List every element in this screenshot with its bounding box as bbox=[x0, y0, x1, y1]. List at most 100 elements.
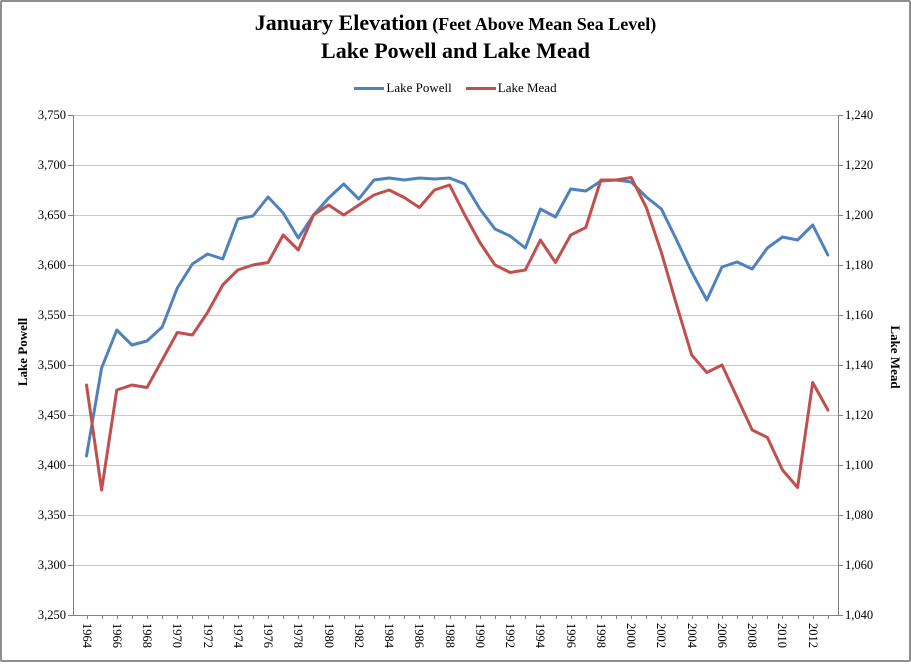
right-axis-tick bbox=[838, 465, 843, 466]
x-axis-tick bbox=[555, 615, 557, 619]
right-axis-tick-label: 1,140 bbox=[845, 358, 874, 372]
legend-item-lake-powell: Lake Powell bbox=[354, 80, 452, 96]
x-axis-tick bbox=[86, 615, 88, 619]
x-axis-tick bbox=[495, 615, 496, 619]
legend-item-lake-mead: Lake Mead bbox=[465, 80, 557, 96]
left-axis-tick bbox=[68, 315, 73, 316]
left-axis-tick-label: 3,250 bbox=[37, 608, 66, 622]
x-axis-tick bbox=[525, 615, 527, 619]
x-axis-tick bbox=[373, 615, 375, 619]
x-axis-tick bbox=[419, 615, 421, 619]
right-axis-tick bbox=[838, 615, 843, 616]
x-axis-tick bbox=[706, 615, 708, 619]
x-axis-tick bbox=[207, 615, 209, 619]
x-axis-tick bbox=[222, 615, 224, 619]
x-axis-tick bbox=[631, 615, 633, 619]
x-axis-tick bbox=[162, 615, 164, 619]
right-axis-tick-label: 1,200 bbox=[845, 208, 874, 222]
x-axis-line bbox=[73, 615, 839, 616]
left-axis-tick bbox=[68, 615, 73, 616]
right-axis-tick bbox=[838, 115, 843, 116]
x-axis-tick bbox=[252, 615, 254, 619]
x-axis-tick bbox=[298, 615, 300, 619]
x-axis-tick bbox=[721, 615, 723, 619]
x-axis-tick bbox=[283, 615, 285, 619]
left-axis-tick bbox=[68, 215, 73, 216]
x-axis-tick bbox=[510, 615, 512, 619]
gridline bbox=[73, 465, 839, 466]
right-axis-tick bbox=[838, 165, 843, 166]
right-axis-tick bbox=[838, 565, 843, 566]
gridline bbox=[73, 365, 839, 366]
x-axis-tick bbox=[192, 615, 194, 619]
left-axis-tick bbox=[68, 165, 73, 166]
gridline bbox=[73, 315, 839, 316]
x-axis-tick bbox=[268, 615, 270, 619]
gridline bbox=[73, 215, 839, 216]
left-axis-tick bbox=[68, 465, 73, 466]
x-axis-tick bbox=[343, 615, 345, 619]
legend: Lake Powell Lake Mead bbox=[2, 80, 909, 96]
x-axis-tick bbox=[752, 615, 754, 619]
x-axis-tick bbox=[570, 615, 572, 619]
x-axis-tick bbox=[585, 615, 587, 619]
chart-title-block: January Elevation (Feet Above Mean Sea L… bbox=[2, 10, 909, 64]
x-axis-tick bbox=[767, 615, 769, 619]
chart-title-line1: January Elevation (Feet Above Mean Sea L… bbox=[2, 10, 909, 36]
left-axis-tick-label: 3,500 bbox=[37, 358, 66, 372]
legend-label: Lake Mead bbox=[497, 80, 557, 95]
lake-powell-line-swatch bbox=[354, 86, 385, 90]
right-axis-tick bbox=[838, 365, 843, 366]
left-axis-tick-label: 3,350 bbox=[37, 508, 66, 522]
gridline bbox=[73, 115, 839, 116]
right-axis-tick-label: 1,220 bbox=[845, 158, 874, 172]
lake-powell-series-line bbox=[85, 176, 830, 458]
x-axis-tick bbox=[404, 615, 406, 619]
gridline bbox=[73, 515, 839, 516]
right-axis-line bbox=[838, 115, 839, 616]
right-axis-tick-label: 1,100 bbox=[845, 458, 874, 472]
x-axis-tick bbox=[131, 615, 133, 619]
left-axis-tick bbox=[68, 115, 73, 116]
lake-mead-series-line bbox=[85, 176, 830, 492]
left-axis-tick-label: 3,600 bbox=[37, 258, 66, 272]
left-axis-tick bbox=[68, 365, 73, 366]
x-axis-tick bbox=[434, 615, 436, 619]
chart-title-units: (Feet Above Mean Sea Level) bbox=[427, 14, 657, 34]
gridline bbox=[73, 265, 839, 266]
x-axis-tick bbox=[691, 615, 693, 619]
left-axis-tick-label: 3,650 bbox=[37, 208, 66, 222]
left-axis-tick-label: 3,700 bbox=[37, 158, 66, 172]
x-axis-tick bbox=[358, 615, 360, 619]
x-axis-tick bbox=[328, 615, 330, 619]
x-axis-tick bbox=[177, 615, 179, 619]
x-axis-tick bbox=[540, 615, 542, 619]
x-axis-tick bbox=[600, 615, 602, 619]
left-axis-tick bbox=[68, 515, 73, 516]
left-axis-tick-label: 3,450 bbox=[37, 408, 66, 422]
left-axis-tick bbox=[68, 265, 73, 266]
x-axis-tick bbox=[616, 615, 618, 619]
x-axis-tick bbox=[479, 615, 481, 619]
left-axis-tick-label: 3,750 bbox=[37, 108, 66, 122]
x-axis-tick bbox=[737, 615, 739, 619]
right-axis-tick bbox=[838, 265, 843, 266]
right-axis-tick bbox=[838, 315, 843, 316]
x-axis-tick bbox=[782, 615, 784, 619]
right-axis-tick-label: 1,080 bbox=[845, 508, 874, 522]
x-axis-tick bbox=[812, 615, 814, 619]
chart-title-main: January Elevation bbox=[254, 10, 428, 35]
right-axis-tick-label: 1,060 bbox=[845, 558, 874, 572]
x-axis-tick bbox=[676, 615, 678, 619]
right-axis-tick-label: 1,160 bbox=[845, 308, 874, 322]
right-axis-tick bbox=[838, 415, 843, 416]
right-axis-tick-label: 1,180 bbox=[845, 258, 874, 272]
gridline bbox=[73, 165, 839, 166]
x-axis-tick bbox=[464, 615, 466, 619]
left-axis-line bbox=[73, 115, 74, 616]
left-axis-tick-label: 3,550 bbox=[37, 308, 66, 322]
legend-label: Lake Powell bbox=[386, 80, 452, 95]
lake-mead-line-swatch bbox=[465, 86, 496, 90]
